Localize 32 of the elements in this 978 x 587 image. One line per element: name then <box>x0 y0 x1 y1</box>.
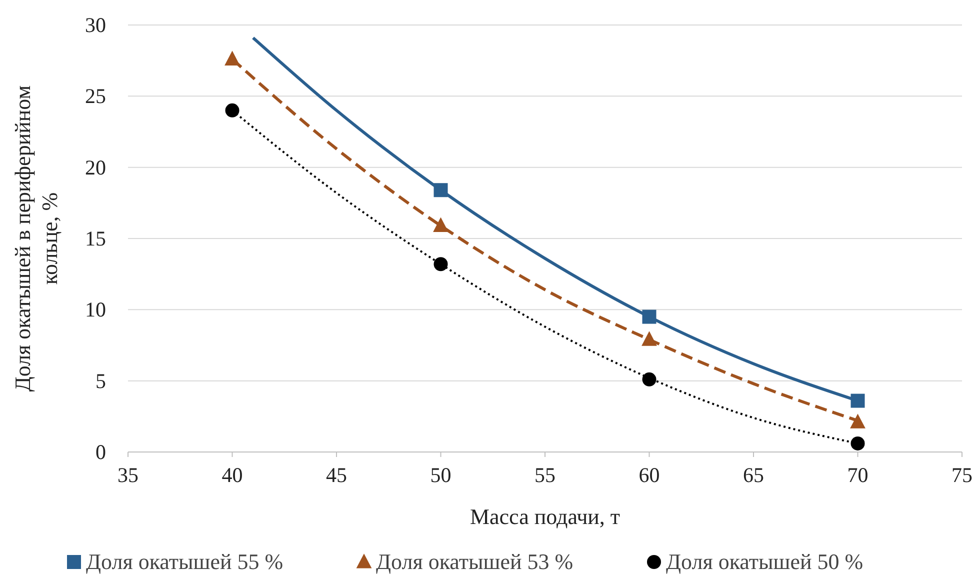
point <box>642 372 656 386</box>
y-tick-label: 0 <box>96 440 106 464</box>
x-tick-label: 35 <box>118 463 138 487</box>
y-axis-title: Доля окатышей в периферийном кольце, % <box>10 85 62 392</box>
x-tick-label: 70 <box>847 463 868 487</box>
x-tick-label: 60 <box>638 463 660 487</box>
x-tick-label: 50 <box>430 463 452 487</box>
point <box>434 257 448 272</box>
x-tick-label: 45 <box>326 463 347 487</box>
point <box>850 414 866 428</box>
point <box>850 436 865 450</box>
point <box>434 183 448 198</box>
y-tick-label: 5 <box>96 368 106 393</box>
x-tick-label: 55 <box>534 463 556 487</box>
legend-label: Доля окатышей 50 % <box>666 549 864 574</box>
y-tick-label: 25 <box>85 84 106 108</box>
point <box>225 103 240 118</box>
point <box>433 217 448 232</box>
point <box>642 331 657 346</box>
y-tick-label: 30 <box>85 13 106 37</box>
x-tick-label: 40 <box>222 463 243 487</box>
point <box>850 394 865 408</box>
y-tick-label: 15 <box>85 226 106 250</box>
point <box>642 310 656 324</box>
x-axis-title: Масса подачи, т <box>470 504 620 529</box>
x-tick-label: 65 <box>743 463 764 487</box>
legend-label: Доля окатышей 53 % <box>376 549 574 574</box>
legend-label: Доля окатышей 55 % <box>86 549 284 574</box>
y-tick-label: 20 <box>85 155 106 180</box>
x-tick-label: 75 <box>952 463 972 487</box>
y-tick-label: 10 <box>85 298 106 322</box>
point <box>224 50 240 66</box>
